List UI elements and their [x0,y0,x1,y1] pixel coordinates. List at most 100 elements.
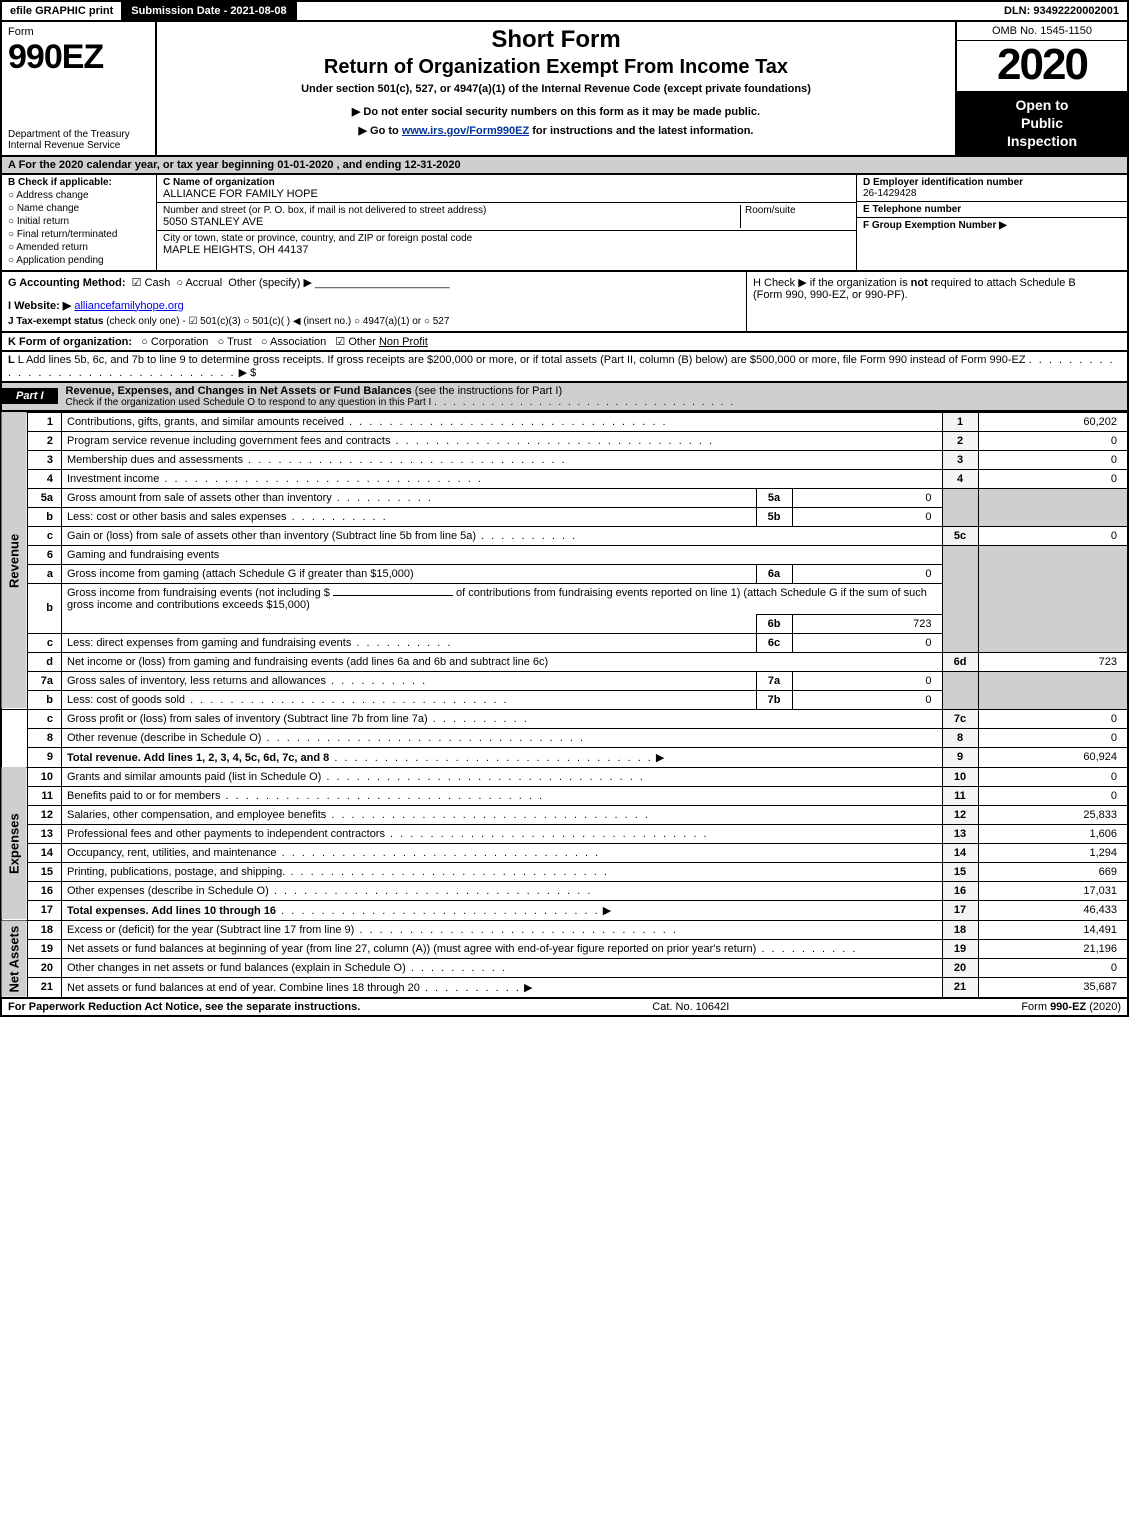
dln-number: DLN: 93492220002001 [996,2,1127,20]
section-b: B Check if applicable: ○ Address change … [2,175,157,270]
val-20: 0 [978,958,1128,977]
l-text: L Add lines 5b, 6c, and 7b to line 9 to … [18,354,1026,366]
d-ein-label: D Employer identification number [863,177,1023,188]
gh-row: G Accounting Method: ☑ Cash ○ Accrual Ot… [0,272,1129,333]
val-19: 21,196 [978,939,1128,958]
ssn-note: ▶ Do not enter social security numbers o… [163,105,949,118]
chk-initial-return[interactable]: ○ Initial return [8,216,150,227]
chk-final-return[interactable]: ○ Final return/terminated [8,229,150,240]
footer-right: Form 990-EZ (2020) [1021,1001,1121,1013]
l-arrow-amount: ▶ $ [239,367,257,379]
room-suite: Room/suite [740,205,850,228]
irs-link[interactable]: www.irs.gov/Form990EZ [402,125,529,137]
val-15: 669 [978,862,1128,881]
c-city-label: City or town, state or province, country… [163,233,472,244]
omb-number: OMB No. 1545-1150 [957,22,1127,41]
val-12: 25,833 [978,805,1128,824]
g-other[interactable]: Other (specify) ▶ [228,277,312,289]
vlabel-expenses: Expenses [1,767,28,920]
val-7c: 0 [978,709,1128,728]
line-5c: c Gain or (loss) from sale of assets oth… [1,526,1128,545]
val-6b: 723 [792,614,942,633]
submission-date: Submission Date - 2021-08-08 [123,2,296,20]
org-name: ALLIANCE FOR FAMILY HOPE [163,188,318,200]
part1-header: Part I Revenue, Expenses, and Changes in… [0,383,1129,412]
d-ein-row: D Employer identification number 26-1429… [857,175,1127,202]
efile-label[interactable]: efile GRAPHIC print [2,2,123,20]
g-accounting: G Accounting Method: ☑ Cash ○ Accrual Ot… [2,272,747,331]
dept-treasury: Department of the Treasury Internal Reve… [8,129,149,151]
b-label: B Check if applicable: [8,177,150,188]
j-detail: (check only one) - ☑ 501(c)(3) ○ 501(c)(… [106,316,449,327]
website-link[interactable]: alliancefamilyhope.org [74,300,183,312]
dept-line1: Department of the Treasury [8,129,130,140]
line-20: 20 Other changes in net assets or fund b… [1,958,1128,977]
c-city-row: City or town, state or province, country… [157,231,856,258]
topbar: efile GRAPHIC print Submission Date - 20… [0,0,1129,22]
inspect-l2: Public [1021,115,1063,131]
line-6: 6 Gaming and fundraising events [1,545,1128,564]
chk-application-pending[interactable]: ○ Application pending [8,255,150,266]
line-11: 11 Benefits paid to or for members 11 0 [1,786,1128,805]
f-group-label: F Group Exemption Number ▶ [863,220,1007,231]
val-7b: 0 [792,690,942,709]
h-schedule-b: H Check ▶ if the organization is not req… [747,272,1127,331]
chk-address-change[interactable]: ○ Address change [8,190,150,201]
under-section: Under section 501(c), 527, or 4947(a)(1)… [163,83,949,95]
header-left: Form 990EZ Department of the Treasury In… [2,22,157,155]
val-4: 0 [978,469,1128,488]
vlabel-revenue: Revenue [1,412,28,709]
val-13: 1,606 [978,824,1128,843]
header-right: OMB No. 1545-1150 2020 Open to Public In… [957,22,1127,155]
line-5a: 5a Gross amount from sale of assets othe… [1,488,1128,507]
line-16: 16 Other expenses (describe in Schedule … [1,881,1128,900]
part1-title-block: Revenue, Expenses, and Changes in Net As… [66,383,736,410]
line-15: 15 Printing, publications, postage, and … [1,862,1128,881]
k-trust[interactable]: Trust [227,336,252,348]
g-underline: ______________________ [315,277,450,289]
line-3: 3 Membership dues and assessments 3 0 [1,450,1128,469]
part1-inst: (see the instructions for Part I) [412,385,562,397]
footer-row: For Paperwork Reduction Act Notice, see … [0,999,1129,1017]
val-17: 46,433 [978,900,1128,920]
k-row: K Form of organization: ○ Corporation ○ … [0,333,1129,352]
part1-table: Revenue 1 Contributions, gifts, grants, … [0,412,1129,999]
c-name-row: C Name of organization ALLIANCE FOR FAMI… [157,175,856,203]
k-other-lbl[interactable]: Other [348,336,376,348]
part1-title: Revenue, Expenses, and Changes in Net As… [66,385,412,397]
open-public-inspection: Open to Public Inspection [957,92,1127,155]
g-accrual[interactable]: Accrual [185,277,222,289]
k-label: K Form of organization: [8,336,132,348]
line-8: 8 Other revenue (describe in Schedule O)… [1,728,1128,747]
line-14: 14 Occupancy, rent, utilities, and maint… [1,843,1128,862]
k-corp[interactable]: Corporation [151,336,208,348]
val-5b: 0 [792,507,942,526]
g-cash[interactable]: Cash [145,277,171,289]
h-t1: H Check ▶ [753,277,810,289]
l-row: L L Add lines 5b, 6c, and 7b to line 9 t… [0,352,1129,383]
val-2: 0 [978,431,1128,450]
c-street-row: Number and street (or P. O. box, if mail… [157,203,856,231]
dept-line2: Internal Revenue Service [8,140,120,151]
line-1: Revenue 1 Contributions, gifts, grants, … [1,412,1128,431]
line-2: 2 Program service revenue including gove… [1,431,1128,450]
h-not: not [911,277,928,289]
val-8: 0 [978,728,1128,747]
chk-amended-return[interactable]: ○ Amended return [8,242,150,253]
i-label: I Website: ▶ [8,300,71,312]
line-19: 19 Net assets or fund balances at beginn… [1,939,1128,958]
footer-left: For Paperwork Reduction Act Notice, see … [8,1001,360,1013]
chk-name-change[interactable]: ○ Name change [8,203,150,214]
line-18: Net Assets 18 Excess or (deficit) for th… [1,920,1128,939]
val-16: 17,031 [978,881,1128,900]
h-t5: (Form 990, 990-EZ, or 990-PF). [753,289,908,301]
part1-sub: Check if the organization used Schedule … [66,397,736,408]
ein-value: 26-1429428 [863,188,916,199]
val-5a: 0 [792,488,942,507]
topbar-filler [297,2,996,20]
f-group-row: F Group Exemption Number ▶ [857,218,1127,270]
e-phone-label: E Telephone number [863,204,961,215]
street-address: 5050 STANLEY AVE [163,216,263,228]
k-assoc[interactable]: Association [270,336,326,348]
line-7a: 7a Gross sales of inventory, less return… [1,671,1128,690]
